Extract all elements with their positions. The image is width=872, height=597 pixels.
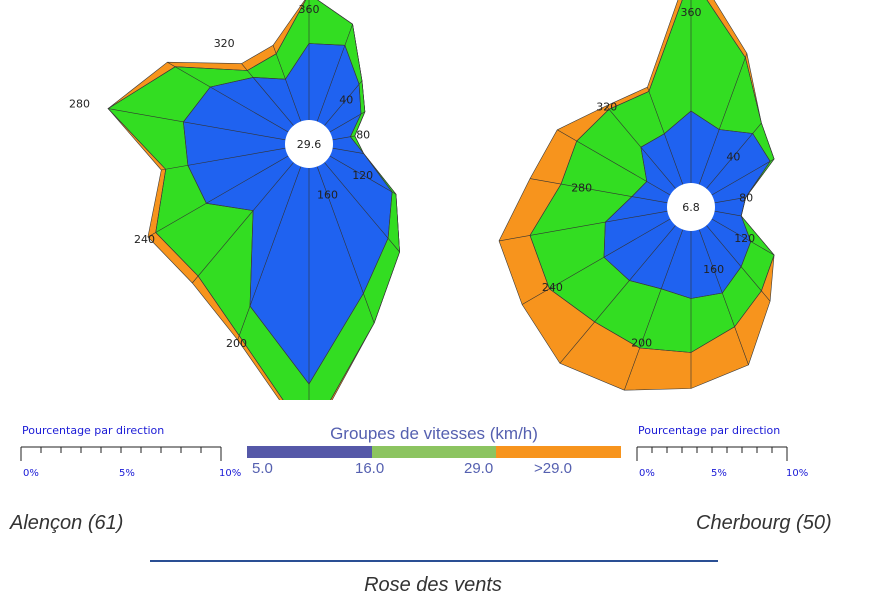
wind-rose-charts: 29.6 40 80 120 160 200 240 280 320 360 6.8 40 80 120 1… [69, 0, 775, 400]
rose-spoke [329, 155, 397, 195]
rose-direction-label: 120 [734, 232, 755, 245]
scale-left-label-5: 5% [119, 468, 135, 479]
legend-label-29: 29.0 [464, 460, 494, 477]
scale-left-label-0: 0% [23, 468, 39, 479]
rose-spoke [529, 178, 668, 204]
rose-direction-label: 200 [631, 336, 652, 349]
scale-right-label-0: 0% [639, 468, 655, 479]
rose-center-hole [667, 183, 715, 231]
rose-spoke [714, 210, 742, 217]
rose-spoke [714, 197, 746, 204]
rose-spoke [698, 53, 748, 185]
rose-spoke [706, 225, 771, 302]
rose-spoke [161, 147, 286, 171]
rose-spoke [332, 135, 355, 141]
rose-direction-label: 240 [542, 281, 563, 294]
legend-segment-low [247, 446, 372, 458]
rose-spoke [332, 147, 364, 154]
wind-rose-left: 29.6 40 80 120 160 200 240 280 320 360 [69, 0, 400, 400]
rose-spoke [324, 162, 400, 253]
legend-label-16: 16.0 [355, 460, 385, 477]
footer-divider [150, 560, 718, 562]
rose-spoke [241, 63, 294, 126]
rose-direction-label: 240 [134, 233, 155, 246]
scale-left-ruler [20, 446, 222, 461]
rose-center-value: 29.6 [297, 138, 322, 151]
rose-direction-label: 360 [299, 3, 320, 16]
rose-spoke [272, 45, 302, 122]
rose-spoke [711, 158, 775, 196]
rose-spoke [147, 155, 289, 238]
rose-direction-label: 280 [69, 98, 90, 111]
rose-direction-label: 280 [571, 182, 592, 195]
rose-spoke [698, 229, 749, 366]
scale-right-ruler [636, 446, 788, 461]
station-left-name: Alençon (61) [10, 512, 124, 534]
rose-direction-label: 160 [317, 189, 338, 202]
rose-direction-label: 360 [681, 6, 702, 19]
rose-direction-label: 160 [703, 263, 724, 276]
footer-title: Rose des vents [364, 574, 502, 596]
legend-title: Groupes de vitesses (km/h) [330, 424, 538, 443]
rose-spoke [237, 166, 302, 341]
rose-spoke [711, 218, 775, 256]
scale-right-label-10: 10% [786, 468, 809, 479]
rose-direction-label: 80 [356, 128, 370, 141]
rose-spoke [324, 80, 363, 126]
scale-left-label-10: 10% [219, 468, 241, 479]
rose-spoke [559, 225, 676, 364]
rose-direction-label: 320 [214, 37, 235, 50]
rose-spoke [498, 210, 668, 242]
rose-center-value: 6.8 [682, 201, 700, 214]
rose-direction-label: 40 [339, 94, 353, 107]
rose-direction-label: 200 [226, 337, 247, 350]
rose-direction-label: 80 [739, 191, 753, 204]
rose-spoke [624, 229, 684, 391]
scale-right-title: Pourcentage par direction [638, 424, 781, 437]
rose-spoke [706, 122, 762, 189]
rose-spoke [316, 24, 353, 122]
rose-spoke [192, 162, 294, 284]
rose-spoke [329, 111, 366, 133]
rose-center-hole [285, 120, 333, 168]
scale-right-label-5: 5% [711, 468, 727, 479]
legend-segment-high [496, 446, 621, 458]
rose-spoke [557, 129, 671, 196]
rose-spoke [108, 108, 286, 141]
legend-segment-mid [372, 446, 496, 458]
rose-direction-label: 320 [596, 101, 617, 114]
rose-spoke [647, 87, 684, 185]
legend-label-over-29: >29.0 [534, 460, 572, 477]
rose-spoke [167, 61, 289, 133]
rose-direction-label: 120 [352, 169, 373, 182]
rose-direction-label: 40 [726, 150, 740, 163]
rose-spoke [316, 166, 375, 324]
rose-spoke [605, 105, 676, 189]
legend-label-5: 5.0 [252, 460, 273, 477]
wind-rose-right: 6.8 40 80 120 160 200 240 280 320 360 [498, 0, 775, 391]
scale-left-title: Pourcentage par direction [22, 424, 165, 437]
legend-bar [247, 446, 621, 458]
rose-spoke [521, 218, 671, 305]
station-right-name: Cherbourg (50) [696, 512, 832, 534]
